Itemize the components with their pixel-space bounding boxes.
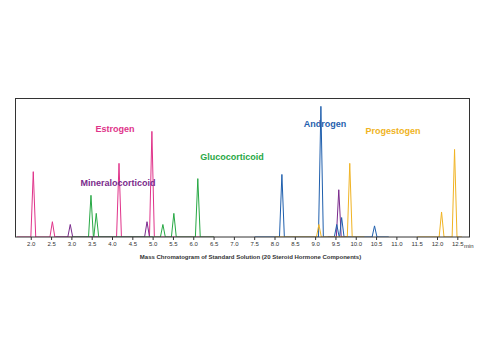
svg-text:9.5: 9.5 — [332, 241, 341, 247]
html-text:Progestogen: Progestogen — [365, 126, 421, 136]
svg-text:12.5: 12.5 — [452, 241, 464, 247]
svg-text:8.5: 8.5 — [291, 241, 300, 247]
svg-text:7.0: 7.0 — [230, 241, 239, 247]
svg-text:6.5: 6.5 — [210, 241, 219, 247]
svg-text:4.5: 4.5 — [129, 241, 138, 247]
svg-text:2.0: 2.0 — [27, 241, 36, 247]
svg-text:7.5: 7.5 — [251, 241, 260, 247]
svg-text:6.0: 6.0 — [190, 241, 199, 247]
svg-text:12.0: 12.0 — [432, 241, 444, 247]
svg-text:5.0: 5.0 — [149, 241, 158, 247]
html-text:Estrogen: Estrogen — [95, 124, 135, 134]
svg-text:10.5: 10.5 — [371, 241, 383, 247]
html-text:Mass Chromatogram of Standard: Mass Chromatogram of Standard Solution (… — [139, 254, 362, 260]
html-text:Glucocorticoid: Glucocorticoid — [200, 152, 264, 162]
svg-text:9.0: 9.0 — [311, 241, 320, 247]
svg-text:4.0: 4.0 — [108, 241, 117, 247]
html-text:min: min — [464, 243, 474, 249]
svg-text:3.5: 3.5 — [88, 241, 97, 247]
html-text:Mineralocorticoid: Mineralocorticoid — [80, 178, 156, 188]
svg-text:5.5: 5.5 — [169, 241, 178, 247]
svg-text:8.0: 8.0 — [271, 241, 280, 247]
html-text:Androgen: Androgen — [303, 119, 347, 129]
svg-text:10.0: 10.0 — [350, 241, 362, 247]
svg-text:11.0: 11.0 — [391, 241, 403, 247]
svg-text:11.5: 11.5 — [412, 241, 424, 247]
svg-text:2.5: 2.5 — [47, 241, 56, 247]
svg-text:3.0: 3.0 — [68, 241, 77, 247]
